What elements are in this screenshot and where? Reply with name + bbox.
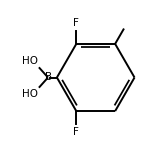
Text: F: F	[73, 127, 79, 137]
Text: HO: HO	[22, 89, 38, 99]
Text: B: B	[45, 73, 52, 82]
Text: HO: HO	[22, 56, 38, 66]
Text: F: F	[73, 18, 79, 28]
